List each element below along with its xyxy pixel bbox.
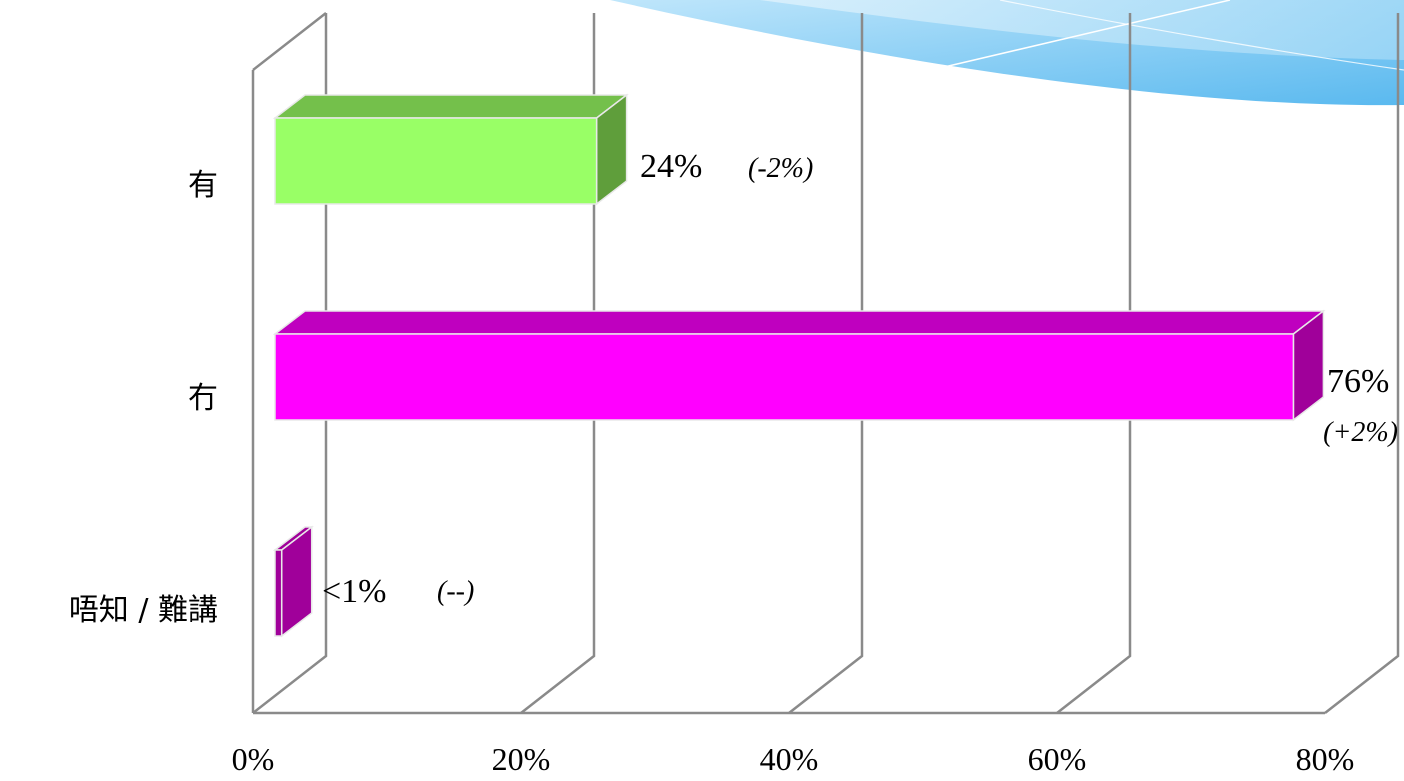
gridline bbox=[520, 13, 596, 714]
value-labels: 24% (-2%) 76% (+2%) <1% (--) bbox=[322, 148, 1398, 610]
decorative-swoosh bbox=[610, 0, 1404, 106]
data-label: <1% bbox=[322, 573, 387, 610]
left-wall-top-edge bbox=[252, 12, 327, 71]
bar bbox=[274, 333, 1295, 421]
change-label: (+2%) bbox=[1323, 417, 1398, 448]
gridline bbox=[1056, 13, 1132, 714]
x-tick-label: 40% bbox=[760, 741, 819, 777]
grid bbox=[251, 12, 1400, 715]
data-label: 24% bbox=[640, 148, 702, 185]
bar-top-face bbox=[272, 94, 629, 119]
x-tick-label: 20% bbox=[492, 741, 551, 777]
category-label: 唔知 / 難講 bbox=[69, 593, 218, 628]
change-label: (--) bbox=[437, 576, 474, 607]
x-tick-label: 80% bbox=[1296, 741, 1355, 777]
x-tick-label: 60% bbox=[1028, 741, 1087, 777]
gridline bbox=[252, 13, 328, 714]
change-label: (-2%) bbox=[748, 153, 813, 184]
bars bbox=[272, 93, 1326, 638]
category-label: 冇 bbox=[188, 381, 218, 416]
x-axis-ticks: 0% 20% 40% 60% 80% bbox=[232, 741, 1355, 777]
category-label: 有 bbox=[188, 168, 218, 203]
data-label: 76% bbox=[1327, 363, 1389, 400]
bar-top-face bbox=[272, 310, 1326, 335]
gridline bbox=[788, 13, 864, 714]
bar bbox=[274, 549, 283, 637]
x-tick-label: 0% bbox=[232, 741, 275, 777]
bar bbox=[274, 117, 598, 205]
gridline bbox=[1324, 13, 1400, 714]
